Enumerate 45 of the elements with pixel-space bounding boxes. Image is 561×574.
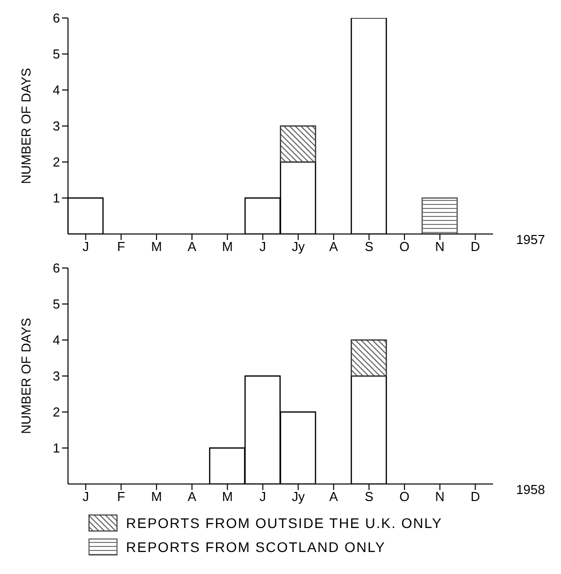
bar: [280, 125, 316, 163]
y-tick-label: 2: [52, 154, 60, 170]
x-tick-label: A: [188, 489, 197, 504]
x-tick-label: A: [329, 489, 338, 504]
y-tick-label: 6: [52, 260, 60, 276]
y-tick-label: 1: [52, 190, 60, 206]
y-tick-label: 5: [52, 46, 60, 62]
y-tick-label: 6: [52, 10, 60, 26]
x-tick-label: Jy: [292, 239, 306, 254]
x-tick-label: S: [364, 489, 374, 504]
legend-label: REPORTS FROM SCOTLAND ONLY: [126, 539, 386, 555]
x-tick-label: F: [117, 239, 126, 254]
y-tick-label: 3: [52, 118, 60, 134]
bar: [350, 339, 387, 377]
y-axis-title: NUMBER OF DAYS: [18, 68, 34, 184]
x-tick-label: D: [470, 489, 480, 504]
x-tick-label: D: [470, 239, 480, 254]
bar: [422, 197, 458, 234]
x-tick-label: J: [260, 489, 266, 504]
text: 1957: [516, 232, 545, 247]
y-tick-label: 4: [52, 332, 60, 348]
y-tick-label: 3: [52, 368, 60, 384]
y-tick-label: 5: [52, 296, 60, 312]
x-tick-label: N: [435, 239, 445, 254]
y-tick-label: 1: [52, 440, 60, 456]
x-tick-label: O: [399, 239, 410, 254]
text: 1958: [516, 482, 545, 497]
x-tick-label: J: [82, 239, 89, 254]
x-tick-label: J: [82, 489, 89, 504]
y-tick-label: 2: [52, 404, 60, 420]
text: REPORTS FROM OUTSIDE THE U.K. ONLY: [126, 515, 442, 531]
x-tick-label: F: [117, 489, 126, 504]
x-tick-label: S: [364, 239, 374, 254]
x-tick-label: M: [222, 489, 233, 504]
x-tick-label: A: [329, 239, 338, 254]
x-tick-label: O: [399, 489, 410, 504]
y-axis-title: NUMBER OF DAYS: [18, 318, 34, 434]
x-tick-label: M: [151, 489, 162, 504]
x-tick-label: M: [222, 239, 233, 254]
y-tick-label: 4: [52, 82, 60, 98]
x-tick-label: Jy: [292, 489, 306, 504]
x-tick-label: J: [260, 239, 266, 254]
x-tick-label: M: [151, 239, 162, 254]
x-tick-label: A: [188, 239, 197, 254]
x-tick-label: N: [435, 489, 445, 504]
